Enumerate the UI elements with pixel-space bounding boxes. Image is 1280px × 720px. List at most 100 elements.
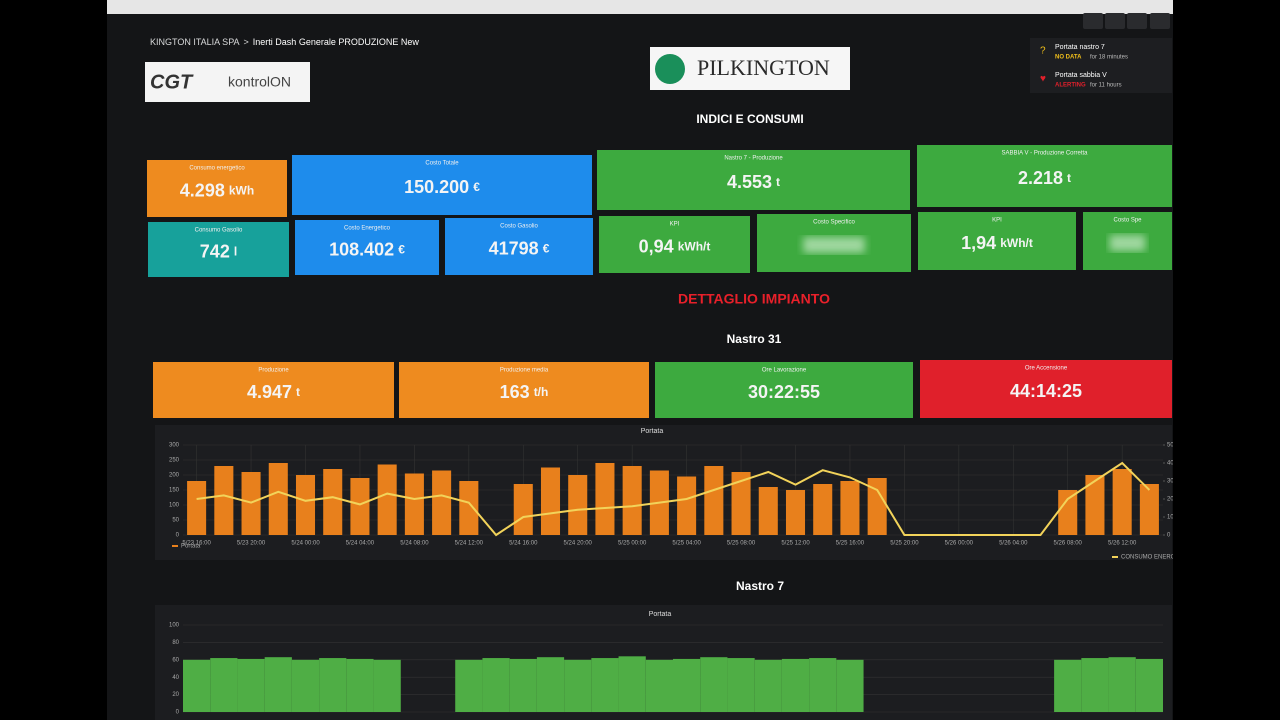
bar xyxy=(591,658,619,712)
x-tick-label: 5/25 08:00 xyxy=(727,541,756,547)
cgt-logo-box xyxy=(145,62,310,102)
bar xyxy=(677,476,697,535)
stat-value: 0,94 kWh/t xyxy=(639,236,711,256)
stat-tile xyxy=(918,212,1076,270)
bar xyxy=(618,656,646,712)
stat-value: 108.402 € xyxy=(329,239,405,259)
y2-tick-label: 50 xyxy=(1167,443,1174,449)
stat-title: Costo Spe xyxy=(1113,218,1142,224)
bar xyxy=(809,658,837,712)
frame-right xyxy=(1173,0,1280,720)
value: 44:14:25 xyxy=(1010,381,1082,401)
x-tick-label: 5/23 16:00 xyxy=(182,541,211,547)
org: KINGTON ITALIA SPA xyxy=(150,37,240,47)
alert-state: NO DATA xyxy=(1055,55,1082,61)
unit: l xyxy=(234,245,237,259)
stat-value: 150.200 € xyxy=(404,177,480,197)
tv-button[interactable] xyxy=(1127,13,1147,29)
star-button[interactable] xyxy=(1083,13,1103,29)
bar xyxy=(1112,469,1132,535)
bar xyxy=(183,659,211,712)
stat-value: 2.218 t xyxy=(1018,168,1071,188)
stat-title: KPI xyxy=(670,222,680,228)
bar xyxy=(1058,490,1078,535)
x-tick-label: 5/26 00:00 xyxy=(945,541,974,547)
stat-value: 4.298 kWh xyxy=(180,180,254,200)
value: 742 xyxy=(200,241,230,261)
bar xyxy=(813,484,833,535)
line-series xyxy=(196,461,1151,537)
unit: kWh/t xyxy=(1000,236,1033,250)
y-tick-label: 150 xyxy=(169,488,180,494)
stat-title: Produzione media xyxy=(500,368,549,374)
alert-state: ALERTING xyxy=(1055,83,1086,89)
y-tick-label: 80 xyxy=(172,640,179,646)
bar xyxy=(377,464,397,535)
unit: t xyxy=(776,175,780,189)
stat-value: 1,94 kWh/t xyxy=(961,233,1033,253)
bar xyxy=(346,658,374,712)
section-title: INDICI E CONSUMI xyxy=(696,112,803,126)
blurred-value xyxy=(803,237,865,253)
value: 1,94 xyxy=(961,233,996,253)
x-tick-label: 5/25 00:00 xyxy=(618,541,647,547)
bar xyxy=(404,473,424,535)
bar xyxy=(210,658,238,712)
bar xyxy=(840,481,860,535)
bar xyxy=(1085,475,1105,535)
stat-value: 41798 € xyxy=(489,238,550,258)
dashboard-name: Inerti Dash Generale PRODUZIONE New xyxy=(253,37,420,47)
cgt-logo: CGT xyxy=(150,71,194,93)
bar xyxy=(319,658,347,712)
bar xyxy=(295,475,316,535)
stat-value: 163 t/h xyxy=(500,382,549,402)
y-tick-label: 0 xyxy=(176,533,180,539)
y-tick-label: 100 xyxy=(169,503,180,509)
bar xyxy=(540,467,561,535)
stat-tile xyxy=(153,362,394,418)
bar xyxy=(704,466,724,535)
bar xyxy=(513,484,533,535)
stat-title: Ore Accensione xyxy=(1025,366,1068,372)
stat-value: 44:14:25 xyxy=(1010,381,1082,401)
stat-title: KPI xyxy=(992,218,1002,224)
stat-title: Costo Totale xyxy=(425,161,459,167)
stat-tile xyxy=(295,220,439,275)
alert-duration: for 11 hours xyxy=(1090,83,1122,89)
stat-tile xyxy=(445,218,593,275)
x-tick-label: 5/24 04:00 xyxy=(346,541,375,547)
bar xyxy=(758,487,778,535)
bar xyxy=(350,478,370,535)
y-tick-label: 0 xyxy=(176,710,180,716)
share-button[interactable] xyxy=(1105,13,1125,29)
breadcrumb[interactable]: KINGTON ITALIA SPA > Inerti Dash Generale … xyxy=(150,37,419,47)
stat-title: Consumo Gasolio xyxy=(195,228,243,234)
x-tick-label: 5/24 08:00 xyxy=(400,541,429,547)
y2-tick-label: 0 xyxy=(1167,533,1171,539)
stat-tile xyxy=(599,216,750,273)
back-button[interactable] xyxy=(1150,13,1170,29)
y-tick-label: 20 xyxy=(172,692,179,698)
stat-title: Consumo energetico xyxy=(189,166,245,172)
bar xyxy=(727,658,755,712)
value: 2.218 xyxy=(1018,168,1063,188)
pilkington-emblem xyxy=(655,54,685,84)
bar xyxy=(509,658,537,712)
stat-tile xyxy=(920,360,1172,418)
y2-tick-label: 10 xyxy=(1167,515,1174,521)
bar xyxy=(700,657,728,712)
bar xyxy=(645,659,673,712)
x-tick-label: 5/25 04:00 xyxy=(672,541,701,547)
alert-icon: ♥ xyxy=(1040,74,1046,85)
stat-tile xyxy=(147,160,287,217)
stat-value: 30:22:55 xyxy=(748,382,820,402)
chart-title: Portata xyxy=(641,428,664,435)
x-tick-label: 5/24 00:00 xyxy=(291,541,320,547)
stat-title: Costo Energetico xyxy=(344,226,391,232)
bar xyxy=(373,659,401,712)
bar xyxy=(291,659,320,712)
stat-title: Nastro 7 - Produzione xyxy=(724,156,783,162)
section-title: DETTAGLIO IMPIANTO xyxy=(678,291,830,307)
bar xyxy=(568,475,588,535)
